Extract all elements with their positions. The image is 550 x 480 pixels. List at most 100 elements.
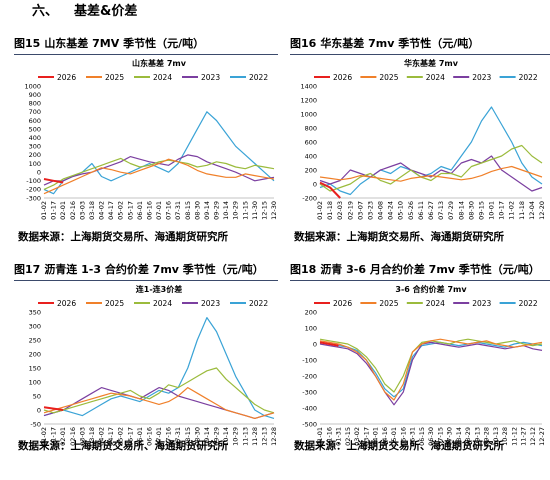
series-line-2022 (319, 106, 543, 196)
legend-label-2023: 2023 (472, 299, 491, 308)
figure-caption: 山东基差 7MV 季节性（元/吨） (44, 37, 205, 50)
x-tick-label: 01-01 (316, 427, 324, 446)
legend-label-2022: 2022 (519, 299, 538, 308)
figure-18: 图18 沥青 3-6 月合约价差 7mv 季节性（元/吨） 3-6 合约价差 7m… (290, 260, 550, 480)
series-line-2025 (43, 158, 275, 195)
x-tick-label: 07-01 (155, 427, 163, 446)
figure-16: 图16 华东基差 7mv 季节性（元/吨） 华东基差 7mv 2026 2025 202… (290, 34, 550, 254)
chart-title: 山东基差 7mv (132, 58, 187, 68)
y-tick-label: 900 (29, 91, 41, 99)
x-tick-label: 05-26 (407, 201, 415, 220)
y-tick-label: 1000 (300, 110, 317, 118)
x-tick-label: 05-16 (399, 427, 407, 446)
y-tick-label: 1000 (24, 82, 41, 90)
x-tick-label: 09-28 (483, 427, 491, 446)
x-tick-label: 08-29 (464, 427, 472, 446)
x-tick-label: 05-01 (390, 427, 398, 446)
y-tick-label: 200 (305, 166, 317, 174)
x-tick-label: 01-16 (325, 427, 333, 446)
x-tick-label: 12-15 (260, 201, 268, 220)
x-tick-label: 06-16 (145, 201, 153, 220)
y-tick-label: 50 (33, 392, 41, 400)
x-tick-label: 10-28 (501, 427, 509, 446)
figure-number: 图18 (290, 263, 317, 276)
y-tick-label: 600 (29, 117, 41, 125)
x-tick-label: 05-10 (397, 201, 405, 220)
chart-spread-1-3: 连1-连3价差 2026 2025 2024 2023 2022 -50 0 50 100 150 2… (29, 284, 278, 446)
figure-number: 图16 (290, 37, 317, 50)
x-tick-label: 06-01 (136, 201, 144, 220)
x-tick-label: 04-02 (98, 427, 106, 446)
section-title: 基差&价差 (74, 4, 138, 19)
x-tick-label: 03-18 (88, 201, 96, 220)
x-tick-label: 02-19 (346, 201, 354, 220)
x-tick-label: 07-16 (165, 427, 173, 446)
section-number: 六、 (32, 4, 59, 19)
x-tick-label: 08-14 (455, 427, 463, 446)
x-tick-label: 09-13 (473, 427, 481, 446)
legend-label-2023: 2023 (201, 299, 220, 308)
y-tick-label: 350 (29, 308, 41, 316)
x-tick-label: 05-31 (409, 427, 417, 446)
x-tick-label: 05-02 (117, 427, 125, 446)
figure-caption: 沥青 3-6 月合约价差 7mv 季节性（元/吨） (320, 263, 540, 276)
y-tick-label: 100 (305, 324, 317, 332)
x-tick-label: 11-13 (241, 427, 249, 446)
series-line-2024 (319, 338, 543, 393)
x-tick-label: 12-27 (538, 427, 546, 446)
x-tick-label: 08-30 (193, 427, 201, 446)
data-source: 数据来源：上海期货交易所、海通期货研究所 (294, 440, 504, 452)
x-tick-label: 02-03 (336, 201, 344, 220)
x-tick-label: 07-31 (174, 201, 182, 220)
series-line-2022 (319, 341, 543, 398)
series-line-2022 (43, 316, 275, 419)
x-tick-label: 11-28 (251, 427, 259, 446)
y-tick-label: 0 (37, 168, 41, 176)
y-tick-label: 800 (29, 100, 41, 108)
series-line-2026 (43, 178, 64, 184)
figure-header: 图17 沥青连 1-3 合约价差 7mv 季节性（元/吨） (14, 260, 278, 281)
x-tick-label: 01-18 (326, 201, 334, 220)
y-tick-label: 700 (29, 108, 41, 116)
figure-number: 图15 (14, 37, 41, 50)
series-line-2024 (43, 157, 275, 190)
x-tick-label: 10-17 (498, 201, 506, 220)
x-tick-label: 08-14 (457, 201, 465, 220)
x-tick-label: 02-01 (59, 201, 67, 220)
x-tick-label: 07-30 (446, 427, 454, 446)
chart-east-china-basis: 华东基差 7mv 2026 2025 2024 2023 2022 -200 0 200 400 6… (300, 58, 546, 220)
legend-label-2025: 2025 (379, 73, 398, 82)
x-tick-label: 06-30 (427, 427, 435, 446)
x-tick-label: 12-12 (529, 427, 537, 446)
x-tick-label: 06-15 (418, 427, 426, 446)
x-tick-label: 12-28 (270, 427, 278, 446)
x-tick-label: 09-15 (477, 201, 485, 220)
x-tick-label: 09-29 (213, 201, 221, 220)
legend-label-2022: 2022 (519, 73, 538, 82)
x-tick-label: 01-31 (335, 427, 343, 446)
figure-header: 图18 沥青 3-6 月合约价差 7mv 季节性（元/吨） (290, 260, 550, 281)
y-tick-label: 300 (29, 322, 41, 330)
x-tick-label: 01-02 (40, 201, 48, 220)
legend-label-2024: 2024 (153, 73, 172, 82)
legend-label-2026: 2026 (333, 73, 352, 82)
x-tick-label: 04-17 (107, 427, 115, 446)
y-tick-label: 800 (305, 124, 317, 132)
y-tick-label: 200 (305, 308, 317, 316)
y-tick-label: -200 (302, 372, 317, 380)
x-tick-label: 04-02 (98, 201, 106, 220)
y-tick-label: -50 (30, 420, 41, 428)
y-tick-label: 0 (313, 340, 317, 348)
series-line-2023 (319, 341, 543, 406)
section-heading: 六、 基差&价差 (32, 0, 137, 19)
figure-header: 图16 华东基差 7mv 季节性（元/吨） (290, 34, 550, 55)
chart-title: 3-6 合约价差 7mv (395, 284, 467, 294)
figure-caption: 沥青连 1-3 合约价差 7mv 季节性（元/吨） (44, 263, 264, 276)
data-source: 数据来源：上海期货交易所、海通期货研究所 (294, 231, 504, 243)
legend-label-2026: 2026 (57, 299, 76, 308)
x-tick-label: 02-16 (69, 427, 77, 446)
x-tick-label: 10-13 (492, 427, 500, 446)
y-tick-label: 200 (29, 151, 41, 159)
series-line-2023 (43, 154, 275, 186)
x-tick-label: 06-01 (136, 427, 144, 446)
